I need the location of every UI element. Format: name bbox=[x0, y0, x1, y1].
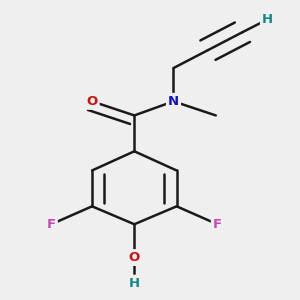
Text: F: F bbox=[47, 218, 56, 231]
Text: O: O bbox=[129, 251, 140, 264]
Text: O: O bbox=[86, 95, 98, 108]
Text: N: N bbox=[168, 95, 179, 108]
Text: H: H bbox=[262, 13, 273, 26]
Text: H: H bbox=[129, 277, 140, 290]
Text: F: F bbox=[213, 218, 222, 231]
